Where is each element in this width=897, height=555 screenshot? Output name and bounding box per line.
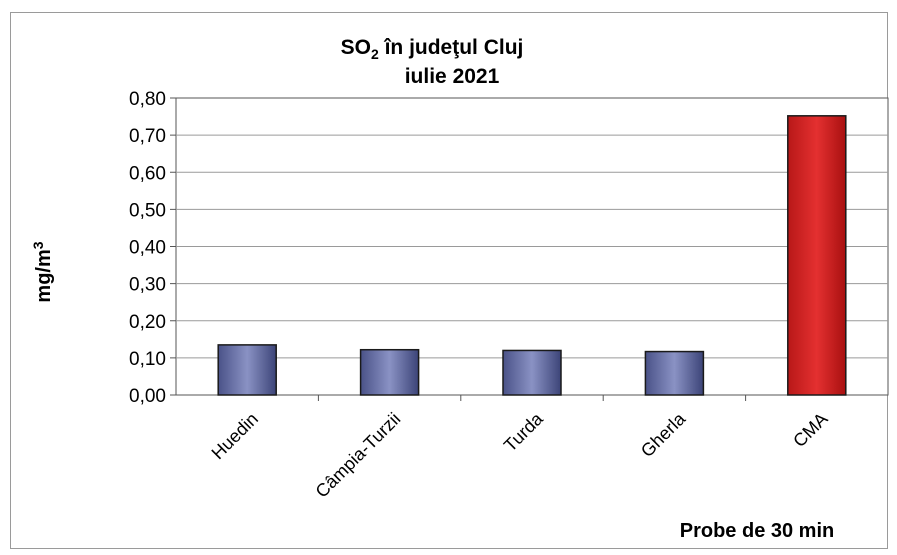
gridlines [176,134,888,359]
bar-turda [502,349,562,396]
y-axis-ticks: 0,00 0,10 0,20 0,30 0,40 0,50 0,60 0,70 0,80 [129,89,176,407]
bars [217,115,847,396]
x-axis-ticks: Huedin Câmpia-Turzii Turda Gherla CMA [208,395,832,502]
y-tick-label: 0,60 [129,163,166,184]
bar-cma [787,115,847,396]
x-tick-label: CMA [789,409,831,451]
y-tick-label: 0,20 [129,312,166,333]
ylabel-superscript: 3 [30,241,46,249]
chart-title: SO2 în judeţul Cluj [341,36,524,62]
y-tick-label: 0,50 [129,200,166,221]
y-tick-label: 0,70 [129,126,166,147]
x-tick-label: Câmpia-Turzii [312,409,405,502]
title-subscript: 2 [371,46,379,62]
y-tick-label: 0,30 [129,275,166,296]
x-tick-label: Turda [500,408,548,456]
y-axis-label: mg/m3 [30,241,55,302]
x-tick-label: Huedin [208,409,262,463]
bar-gherla [644,350,705,396]
x-axis-label: Probe de 30 min [680,520,835,542]
y-tick-label: 0,00 [129,386,166,407]
chart-subtitle: iulie 2021 [405,65,500,88]
y-tick-label: 0,40 [129,238,166,259]
bar-huedin [217,344,277,396]
bar-c-mpia-turzii [359,348,420,396]
y-tick-label: 0,80 [129,89,166,110]
x-tick-label: Gherla [637,408,690,461]
y-tick-label: 0,10 [129,349,166,370]
